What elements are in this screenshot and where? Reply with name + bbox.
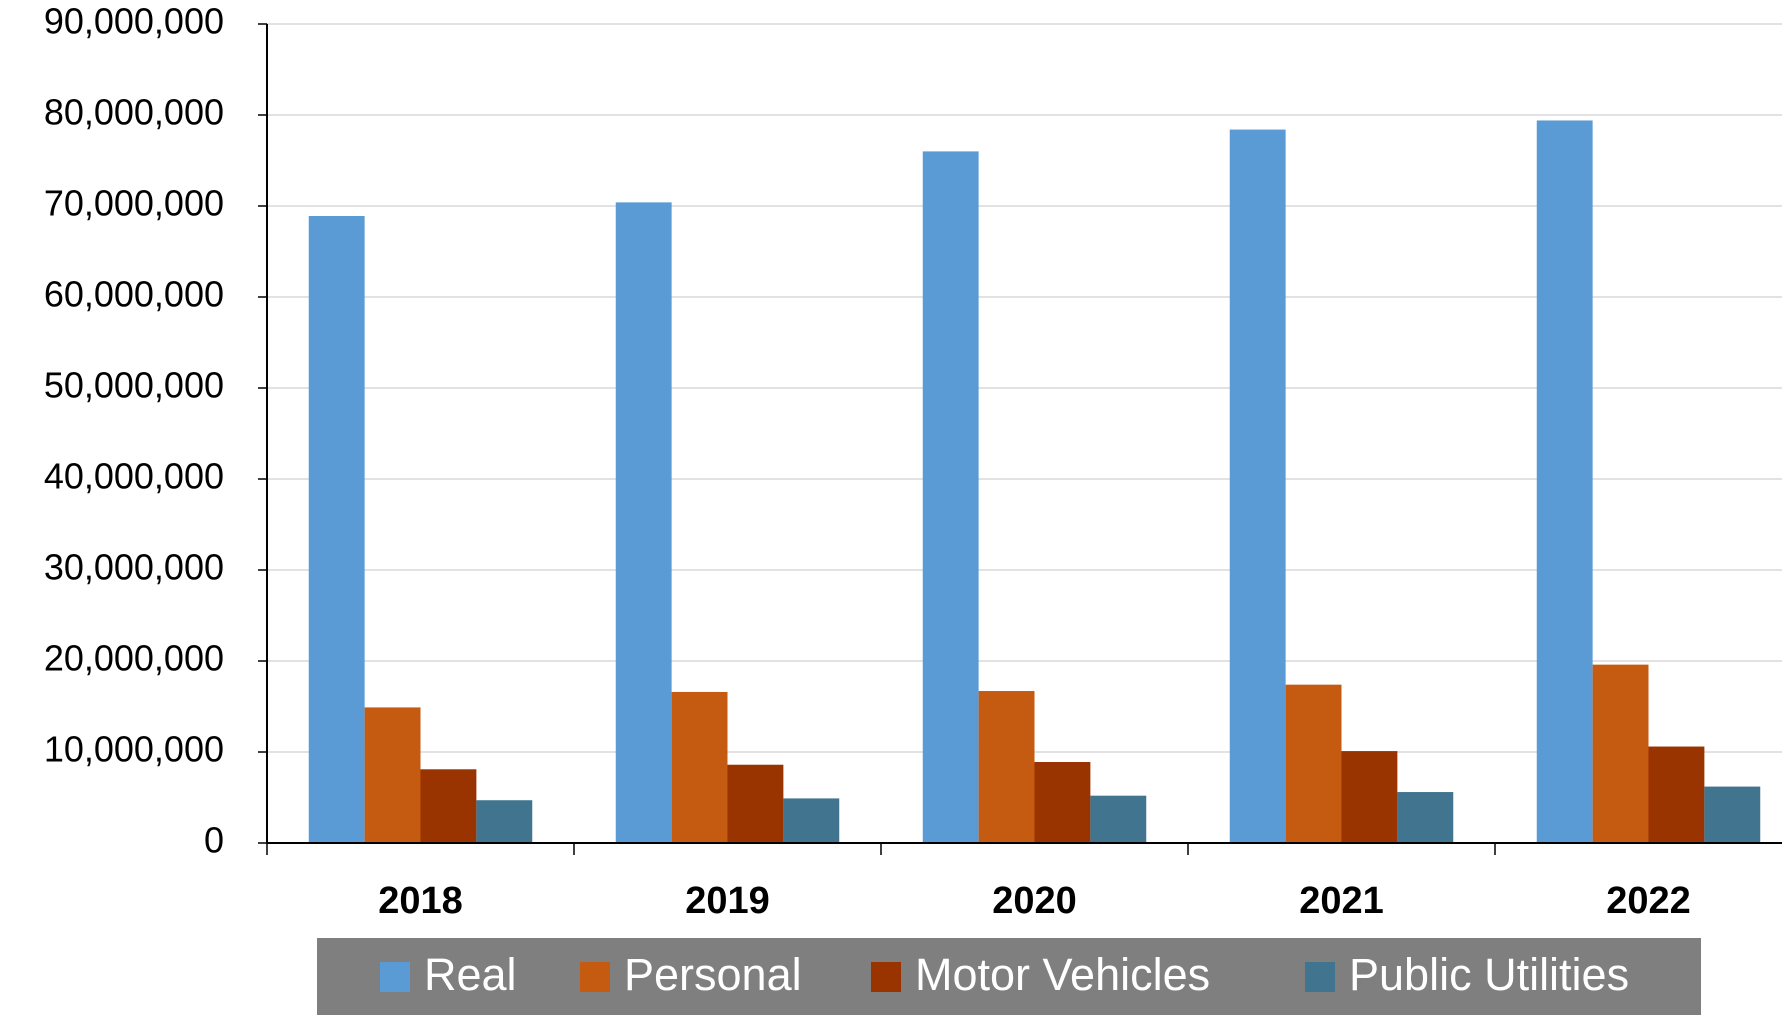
bar <box>1536 120 1593 843</box>
bar <box>671 691 728 843</box>
y-tick-label: 10,000,000 <box>44 729 224 770</box>
legend-box <box>317 938 1701 1015</box>
bar <box>1229 129 1286 843</box>
bar <box>1285 684 1342 843</box>
legend-label: Real <box>424 949 517 1000</box>
bar <box>783 798 840 843</box>
y-tick-label: 30,000,000 <box>44 547 224 588</box>
y-tick-label: 80,000,000 <box>44 92 224 133</box>
bar <box>1648 746 1705 843</box>
bar <box>420 769 477 843</box>
x-tick-label: 2020 <box>992 880 1077 922</box>
legend-swatch <box>871 962 901 992</box>
bar <box>978 691 1035 843</box>
x-tick-label: 2022 <box>1606 880 1691 922</box>
y-tick-label: 40,000,000 <box>44 456 224 497</box>
x-tick-label: 2021 <box>1299 880 1384 922</box>
bar <box>727 764 784 843</box>
bar <box>476 800 533 843</box>
bar <box>1397 792 1454 843</box>
legend-swatch <box>1305 962 1335 992</box>
bar <box>615 202 672 844</box>
bar <box>1341 751 1398 843</box>
y-tick-label: 60,000,000 <box>44 274 224 315</box>
legend-swatch <box>580 962 610 992</box>
legend-label: Public Utilities <box>1349 949 1629 1000</box>
bar <box>1034 762 1091 843</box>
bar <box>364 707 421 843</box>
bar <box>922 151 979 843</box>
y-tick-label: 70,000,000 <box>44 183 224 224</box>
legend-label: Motor Vehicles <box>915 949 1210 1000</box>
y-tick-label: 50,000,000 <box>44 365 224 406</box>
bar <box>308 216 365 843</box>
y-tick-label: 90,000,000 <box>44 1 224 42</box>
bar <box>1592 664 1649 843</box>
legend-label: Personal <box>624 949 802 1000</box>
legend-swatch <box>380 962 410 992</box>
y-tick-label: 20,000,000 <box>44 638 224 679</box>
bar <box>1090 795 1147 843</box>
bar <box>1704 786 1761 843</box>
x-tick-label: 2019 <box>685 880 770 922</box>
y-tick-label: 0 <box>204 820 224 861</box>
x-tick-label: 2018 <box>378 880 463 922</box>
